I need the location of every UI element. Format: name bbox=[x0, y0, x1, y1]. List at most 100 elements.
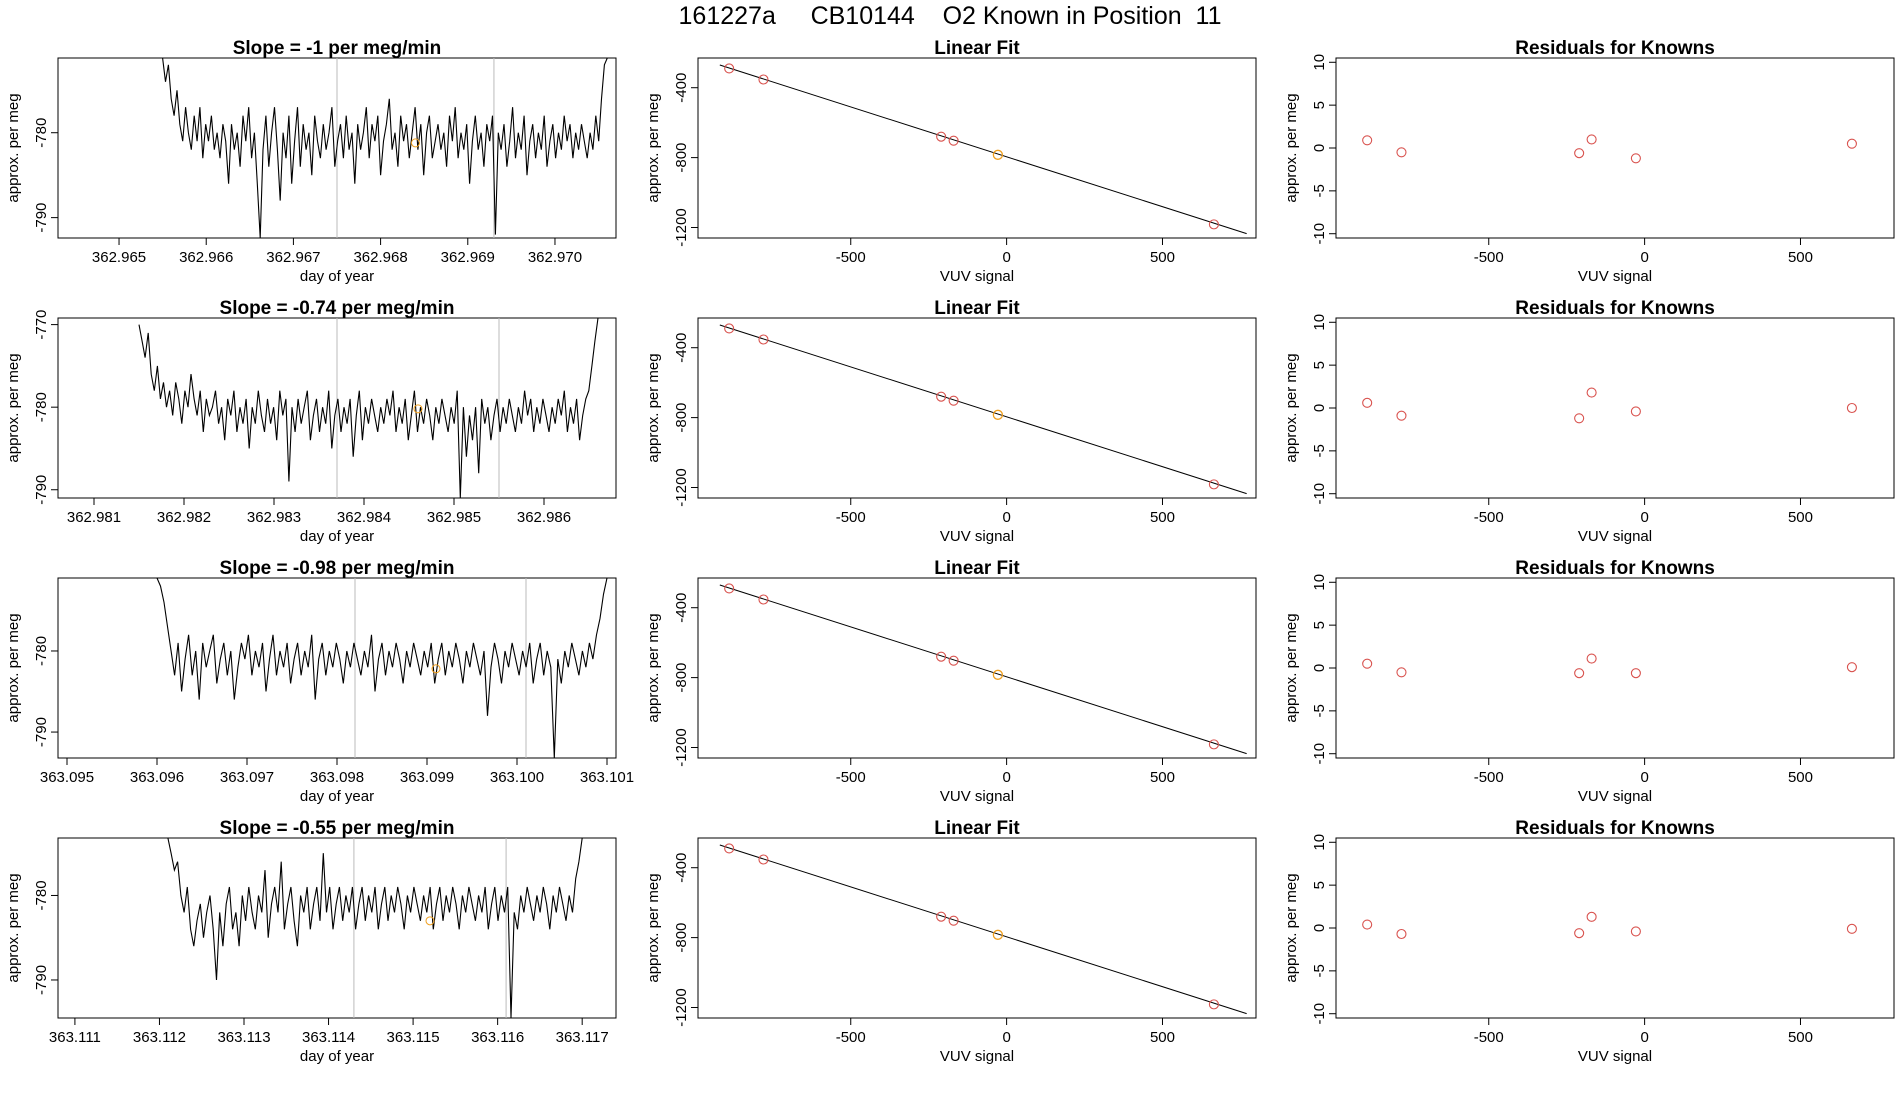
r1-timeseries-title: Slope = -0.74 per meg/min bbox=[220, 298, 455, 319]
r2-linear-fit-known-point bbox=[724, 583, 735, 594]
r3-residuals-residual-point bbox=[1362, 919, 1373, 930]
r1-linear-fit-y-axis-label: approx. per meg bbox=[645, 353, 662, 462]
r0-linear-fit-known-point bbox=[936, 131, 947, 142]
r2-linear-fit-known-point bbox=[948, 655, 959, 666]
r0-linear-fit-x-tick-label: 0 bbox=[1002, 249, 1010, 266]
r2-timeseries-y-axis-label: approx. per meg bbox=[5, 613, 22, 722]
r1-residuals-x-axis-label: VUV signal bbox=[1578, 528, 1652, 545]
r2-linear-fit-y-axis-label: approx. per meg bbox=[645, 613, 662, 722]
r2-linear-fit-x-axis-label: VUV signal bbox=[940, 788, 1014, 805]
r1-linear-fit-x-tick-label: -500 bbox=[836, 509, 866, 526]
r2-linear-fit-x-tick-label: 0 bbox=[1002, 769, 1010, 786]
r2-timeseries-x-tick-label: 363.099 bbox=[400, 769, 454, 786]
r1-timeseries-y-axis-label: approx. per meg bbox=[5, 353, 22, 462]
r1-residuals-residual-point bbox=[1846, 402, 1857, 414]
r0-timeseries-x-tick-label: 362.965 bbox=[92, 249, 146, 266]
r1-timeseries-x-tick-label: 362.983 bbox=[247, 509, 301, 526]
r0-residuals-x-tick-label: 0 bbox=[1640, 249, 1648, 266]
r0-linear-fit-known-point bbox=[1208, 219, 1219, 230]
r3-timeseries-y-axis-label: approx. per meg bbox=[5, 873, 22, 982]
r0-linear-fit-fit-line bbox=[719, 64, 1247, 235]
r3-timeseries-plot-frame bbox=[57, 837, 617, 1019]
r0-residuals-residual-point bbox=[1574, 148, 1585, 159]
r3-residuals-y-tick-label: 5 bbox=[1311, 881, 1328, 889]
r2-timeseries-y-tick-label: -780 bbox=[33, 636, 50, 666]
r0-linear-fit-title: Linear Fit bbox=[934, 38, 1020, 59]
r3-timeseries-highlight-point bbox=[425, 916, 435, 926]
r2-timeseries-x-tick-label: 363.101 bbox=[580, 769, 634, 786]
r3-timeseries-y-tick-label: -780 bbox=[33, 880, 50, 910]
r3-residuals-residual-point bbox=[1574, 928, 1585, 939]
r3-timeseries-x-tick-label: 363.113 bbox=[217, 1029, 270, 1046]
r3-linear-fit-x-axis-label: VUV signal bbox=[940, 1048, 1014, 1065]
r3-residuals-plot-frame bbox=[1335, 837, 1895, 1019]
r1-timeseries-y-tick-label: -780 bbox=[33, 392, 50, 422]
r0-residuals-x-tick-label: 500 bbox=[1788, 249, 1813, 266]
r1-timeseries-x-axis-label: day of year bbox=[300, 528, 374, 545]
r1-linear-fit-y-tick-label: -400 bbox=[673, 333, 690, 363]
r1-timeseries-x-tick-label: 362.986 bbox=[517, 509, 571, 526]
r3-residuals-x-tick-label: 0 bbox=[1640, 1029, 1648, 1046]
r2-timeseries-y-tick-label: -790 bbox=[33, 717, 50, 747]
r0-linear-fit-y-axis-label: approx. per meg bbox=[645, 93, 662, 202]
r1-residuals-residual-point bbox=[1586, 387, 1597, 398]
r0-residuals-residual-point bbox=[1846, 138, 1857, 149]
r0-linear-fit-known-point bbox=[758, 74, 769, 85]
r3-residuals-y-tick-label: 10 bbox=[1311, 834, 1328, 851]
r0-residuals-y-tick-label: -5 bbox=[1311, 184, 1328, 197]
r1-linear-fit-known-point bbox=[936, 391, 947, 402]
r0-residuals-residual-point bbox=[1630, 153, 1641, 164]
r2-residuals-residual-point bbox=[1362, 658, 1373, 669]
r1-residuals-x-tick-label: 500 bbox=[1788, 509, 1813, 526]
r0-residuals-y-tick-label: 0 bbox=[1311, 144, 1328, 152]
r0-linear-fit-known-point bbox=[724, 63, 735, 74]
r3-linear-fit-known-point bbox=[936, 911, 947, 922]
r2-linear-fit-title: Linear Fit bbox=[934, 558, 1020, 579]
r2-timeseries-title: Slope = -0.98 per meg/min bbox=[220, 558, 455, 579]
r2-timeseries-x-tick-label: 363.100 bbox=[490, 769, 544, 786]
r0-timeseries-highlight-point bbox=[410, 138, 420, 148]
r0-linear-fit-x-tick-label: 500 bbox=[1150, 249, 1175, 266]
r0-linear-fit-y-tick-label: -800 bbox=[673, 143, 690, 173]
r2-residuals-y-tick-label: -10 bbox=[1311, 743, 1328, 765]
r3-linear-fit-fit-line bbox=[719, 844, 1247, 1015]
r0-residuals-residual-point bbox=[1586, 134, 1597, 145]
r0-linear-fit-known-point bbox=[948, 135, 959, 146]
r0-linear-fit-y-tick-label: -1200 bbox=[673, 208, 690, 246]
r0-timeseries-x-tick-label: 362.968 bbox=[353, 249, 407, 266]
r2-linear-fit-known-point bbox=[758, 594, 769, 605]
r1-linear-fit-fit-line bbox=[719, 324, 1247, 495]
r3-residuals-x-axis-label: VUV signal bbox=[1578, 1048, 1652, 1065]
r3-residuals-y-axis-label: approx. per meg bbox=[1283, 873, 1300, 982]
r3-residuals-residual-point bbox=[1630, 926, 1641, 937]
r1-linear-fit-highlight-point bbox=[992, 409, 1004, 420]
r2-residuals-residual-point bbox=[1846, 662, 1857, 673]
r1-residuals-residual-point bbox=[1396, 410, 1407, 421]
r1-linear-fit-known-point bbox=[724, 323, 735, 334]
r2-timeseries-x-tick-label: 363.095 bbox=[40, 769, 94, 786]
r0-timeseries-x-tick-label: 362.967 bbox=[266, 249, 320, 266]
r3-linear-fit-known-point bbox=[948, 915, 959, 926]
r2-residuals-title: Residuals for Knowns bbox=[1515, 558, 1715, 579]
r1-residuals-plot-frame bbox=[1335, 317, 1895, 499]
r0-residuals-y-tick-label: 5 bbox=[1311, 101, 1328, 109]
r2-linear-fit-y-tick-label: -800 bbox=[673, 663, 690, 693]
r0-timeseries-x-tick-label: 362.970 bbox=[528, 249, 582, 266]
r3-linear-fit-y-tick-label: -400 bbox=[673, 853, 690, 883]
r3-linear-fit-known-point bbox=[758, 854, 769, 865]
r3-residuals-x-tick-label: -500 bbox=[1474, 1029, 1504, 1046]
r3-timeseries-x-tick-label: 363.116 bbox=[471, 1029, 524, 1046]
r2-linear-fit-highlight-point bbox=[992, 669, 1004, 680]
r1-timeseries-series-line bbox=[138, 318, 599, 498]
r1-timeseries-x-tick-label: 362.982 bbox=[157, 509, 211, 526]
r2-residuals-y-tick-label: 0 bbox=[1311, 664, 1328, 672]
r3-timeseries-x-axis-label: day of year bbox=[300, 1048, 374, 1065]
r2-residuals-y-tick-label: 5 bbox=[1311, 621, 1328, 629]
r3-timeseries-title: Slope = -0.55 per meg/min bbox=[220, 818, 455, 839]
r1-residuals-y-tick-label: 0 bbox=[1311, 404, 1328, 412]
r2-residuals-x-tick-label: 0 bbox=[1640, 769, 1648, 786]
r2-residuals-y-tick-label: -5 bbox=[1311, 704, 1328, 717]
r3-residuals-residual-point bbox=[1396, 928, 1407, 940]
r1-residuals-y-tick-label: -5 bbox=[1311, 444, 1328, 457]
